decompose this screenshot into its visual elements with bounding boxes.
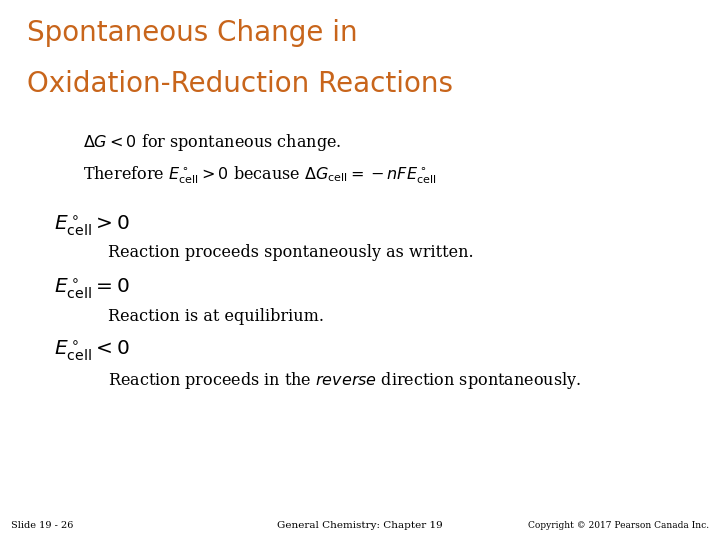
Text: $\mathit{E}^\circ_{\rm cell} > 0$: $\mathit{E}^\circ_{\rm cell} > 0$	[54, 213, 130, 238]
Text: Therefore $\mathit{E}^\circ_{\rm cell} > 0$ because $\Delta \mathit{G}_{\rm cell: Therefore $\mathit{E}^\circ_{\rm cell} >…	[83, 165, 436, 186]
Text: Oxidation-Reduction Reactions: Oxidation-Reduction Reactions	[27, 70, 454, 98]
Text: Slide 19 - 26: Slide 19 - 26	[11, 521, 73, 530]
Text: $\mathit{E}^\circ_{\rm cell} = 0$: $\mathit{E}^\circ_{\rm cell} = 0$	[54, 276, 130, 301]
Text: General Chemistry: Chapter 19: General Chemistry: Chapter 19	[277, 521, 443, 530]
Text: Spontaneous Change in: Spontaneous Change in	[27, 19, 358, 47]
Text: Reaction proceeds in the $\mathit{reverse}$ direction spontaneously.: Reaction proceeds in the $\mathit{revers…	[108, 370, 581, 392]
Text: Reaction is at equilibrium.: Reaction is at equilibrium.	[108, 308, 324, 325]
Text: $\Delta G < 0$ for spontaneous change.: $\Delta G < 0$ for spontaneous change.	[83, 132, 341, 153]
Text: $\mathit{E}^\circ_{\rm cell} < 0$: $\mathit{E}^\circ_{\rm cell} < 0$	[54, 339, 130, 363]
Text: Copyright © 2017 Pearson Canada Inc.: Copyright © 2017 Pearson Canada Inc.	[528, 521, 709, 530]
Text: Reaction proceeds spontaneously as written.: Reaction proceeds spontaneously as writt…	[108, 244, 474, 261]
